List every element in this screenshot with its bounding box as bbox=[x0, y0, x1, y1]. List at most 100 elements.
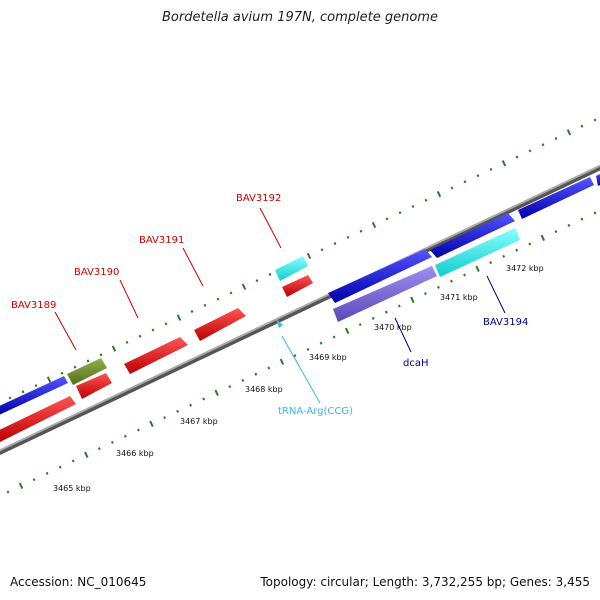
topology-text: Topology: circular; Length: 3,732,255 bp… bbox=[260, 575, 590, 589]
minor-tick bbox=[86, 359, 90, 363]
label-bav3194[interactable]: BAV3194 bbox=[483, 317, 528, 328]
minor-tick bbox=[333, 242, 337, 246]
minor-tick bbox=[190, 309, 194, 314]
minor-tick bbox=[385, 217, 389, 221]
minor-tick bbox=[502, 254, 506, 258]
label-bav3189[interactable]: BAV3189 bbox=[11, 300, 56, 311]
gene-forward-3[interactable] bbox=[430, 213, 515, 258]
minor-tick bbox=[424, 292, 427, 296]
minor-tick bbox=[437, 285, 440, 289]
minor-tick bbox=[463, 180, 467, 184]
minor-tick bbox=[528, 242, 532, 246]
major-tick bbox=[306, 252, 312, 260]
gene-reverse-2[interactable] bbox=[76, 373, 112, 399]
minor-tick bbox=[229, 291, 233, 295]
minor-tick bbox=[476, 174, 480, 178]
major-tick bbox=[410, 296, 415, 303]
reverse-strand-genes bbox=[0, 275, 313, 442]
label-trna-arg[interactable]: tRNA-Arg(CCG) bbox=[278, 406, 353, 417]
gene-forward-4[interactable] bbox=[518, 177, 594, 219]
minor-tick bbox=[203, 303, 207, 307]
minor-tick bbox=[398, 211, 402, 215]
minor-tick bbox=[202, 397, 206, 401]
scale-label-3472: 3472 kbp bbox=[506, 264, 544, 273]
gene-bav3194[interactable] bbox=[435, 228, 520, 277]
major-tick bbox=[501, 160, 507, 167]
major-tick bbox=[344, 327, 350, 334]
major-tick bbox=[214, 389, 219, 396]
gene-bav3191[interactable] bbox=[194, 308, 246, 341]
minor-tick bbox=[593, 118, 597, 122]
minor-tick bbox=[359, 229, 363, 233]
minor-tick bbox=[32, 478, 36, 482]
minor-tick bbox=[411, 204, 415, 209]
minor-tick bbox=[123, 434, 127, 438]
tick-row-lower bbox=[6, 211, 597, 494]
minor-tick bbox=[358, 323, 362, 327]
minor-tick bbox=[34, 384, 38, 388]
minor-tick bbox=[73, 365, 77, 369]
other-genes bbox=[275, 228, 520, 328]
minor-tick bbox=[6, 490, 10, 494]
label-bav3190[interactable]: BAV3190 bbox=[74, 267, 119, 278]
minor-tick bbox=[125, 340, 129, 344]
gene-forward-5[interactable] bbox=[596, 172, 600, 186]
minor-tick bbox=[58, 465, 62, 469]
gene-dcah[interactable] bbox=[333, 266, 437, 322]
minor-tick bbox=[319, 341, 323, 345]
backbone bbox=[0, 164, 600, 456]
label-bav3192[interactable]: BAV3192 bbox=[236, 193, 281, 204]
major-tick bbox=[540, 234, 546, 241]
minor-tick bbox=[371, 316, 375, 320]
major-tick bbox=[84, 451, 89, 458]
scale-label-3465: 3465 kbp bbox=[53, 484, 91, 493]
minor-tick bbox=[228, 385, 232, 389]
minor-tick bbox=[580, 217, 584, 221]
minor-tick bbox=[163, 416, 166, 420]
gene-bav3192[interactable] bbox=[275, 256, 308, 281]
minor-tick bbox=[216, 297, 220, 301]
tick-row-upper bbox=[8, 118, 597, 400]
minor-tick bbox=[593, 211, 597, 215]
minor-tick bbox=[293, 354, 297, 358]
major-tick bbox=[436, 190, 442, 198]
minor-tick bbox=[567, 223, 571, 227]
map-title: Bordetella avium 197N, complete genome bbox=[162, 10, 438, 25]
major-tick bbox=[111, 345, 117, 352]
minor-tick bbox=[138, 334, 142, 338]
major-tick bbox=[149, 420, 154, 427]
gene-olive[interactable] bbox=[67, 358, 107, 385]
minor-tick bbox=[97, 447, 101, 451]
minor-tick bbox=[397, 304, 401, 308]
forward-strand-genes bbox=[0, 172, 600, 415]
gene-reverse-1[interactable] bbox=[0, 396, 76, 442]
scale-label-3466: 3466 kbp bbox=[116, 449, 154, 458]
minor-tick bbox=[528, 149, 532, 153]
scale-label-3467: 3467 kbp bbox=[180, 417, 218, 426]
minor-tick bbox=[268, 272, 272, 276]
minor-tick bbox=[21, 390, 25, 394]
accession-text: Accession: NC_010645 bbox=[10, 575, 147, 589]
label-bav3191[interactable]: BAV3191 bbox=[139, 235, 184, 246]
minor-tick bbox=[45, 471, 49, 475]
minor-tick bbox=[137, 428, 140, 432]
gene-forward-2[interactable] bbox=[328, 249, 432, 303]
minor-tick bbox=[424, 198, 428, 202]
gene-labels: BAV3189 BAV3190 BAV3191 BAV3192 tRNA-Arg… bbox=[11, 193, 528, 417]
minor-tick bbox=[554, 230, 558, 234]
label-dcah[interactable]: dcaH bbox=[403, 358, 429, 369]
major-tick bbox=[18, 482, 24, 489]
minor-tick bbox=[8, 396, 12, 400]
minor-tick bbox=[189, 403, 193, 407]
gene-forward-1[interactable] bbox=[0, 376, 68, 415]
gene-bav3190[interactable] bbox=[124, 337, 188, 374]
trna-arg-marker[interactable] bbox=[276, 319, 283, 328]
gene-red-small[interactable] bbox=[282, 275, 313, 297]
scale-label-3469: 3469 kbp bbox=[309, 353, 347, 362]
major-tick bbox=[475, 265, 480, 272]
scale-label-3468: 3468 kbp bbox=[245, 385, 283, 394]
minor-tick bbox=[151, 328, 155, 332]
minor-tick bbox=[515, 155, 519, 159]
scale-label-3470: 3470 kbp bbox=[374, 323, 412, 332]
minor-tick bbox=[306, 347, 310, 351]
